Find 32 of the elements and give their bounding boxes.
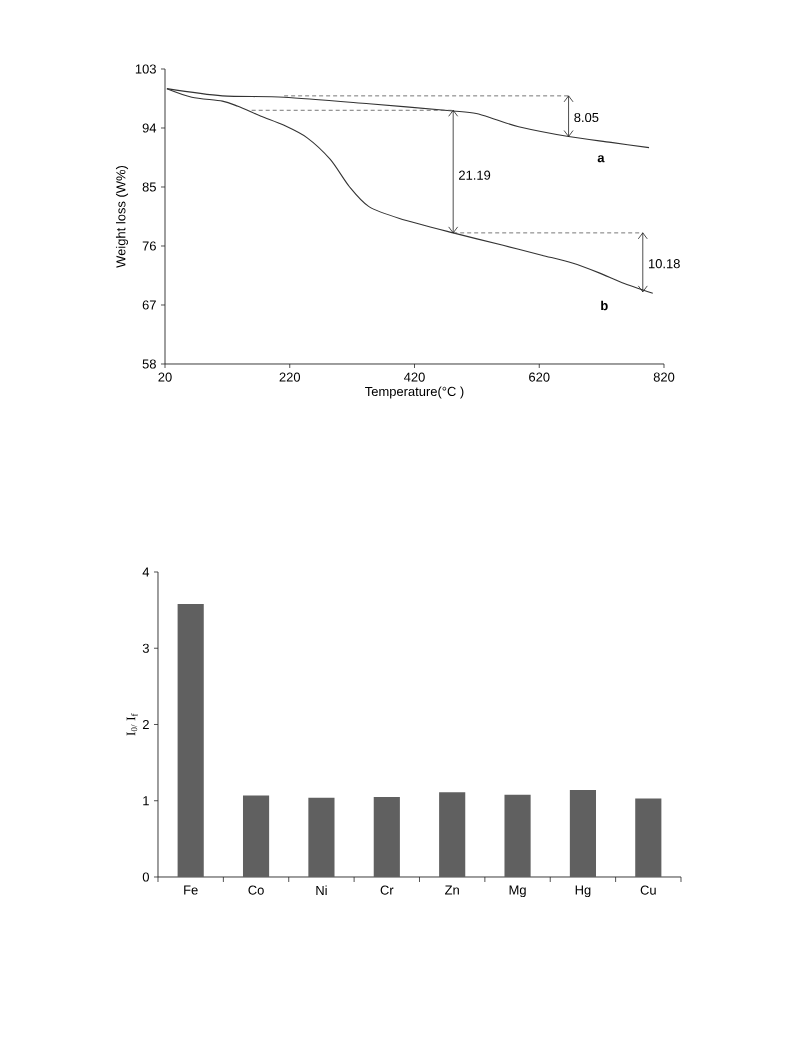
y-axis-title: Weight loss (W%)	[115, 165, 129, 268]
y-tick-label: 85	[142, 182, 156, 192]
y-tick-label: 58	[142, 359, 156, 369]
x-axis-title: Temperature(°C )	[365, 386, 464, 399]
annotation: 8.05	[574, 112, 599, 123]
x-tick-label: Hg	[575, 885, 591, 898]
x-tick-label: Fe	[184, 885, 198, 895]
annotation: 21.19	[459, 170, 491, 180]
annotation: 10.18	[648, 259, 680, 269]
y-axis-title: I$_{0/}$ I$_{f}$	[126, 713, 138, 736]
series-label: a	[597, 155, 605, 163]
x-tick-label: Ni	[316, 885, 327, 895]
x-tick-label: 420	[403, 372, 425, 382]
x-tick-label: 220	[279, 372, 301, 382]
x-tick-label: 820	[653, 372, 675, 382]
y-tick-label: 4	[142, 567, 150, 577]
y-tick-label: 94	[142, 123, 157, 133]
y-tick-label: 0	[142, 872, 149, 882]
x-tick-label: Zn	[445, 885, 459, 895]
y-tick-label: 3	[142, 643, 149, 653]
x-tick-label: Mg	[509, 885, 526, 898]
x-tick-label: Cr	[380, 885, 394, 895]
y-tick-label: 1	[143, 796, 149, 806]
series-label: b	[601, 300, 608, 311]
y-tick-label: 76	[142, 241, 156, 251]
y-tick-label: 67	[142, 300, 156, 310]
x-tick-label: 620	[529, 372, 550, 382]
x-tick-label: Co	[248, 885, 264, 895]
y-tick-label: 103	[135, 64, 156, 74]
x-tick-label: 20	[158, 372, 172, 382]
y-tick-label: 2	[142, 719, 149, 730]
x-tick-label: Cu	[640, 885, 656, 895]
